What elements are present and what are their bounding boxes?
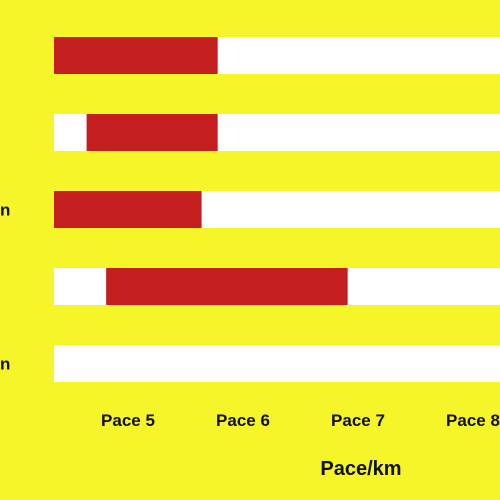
x-tick-label: Pace 8	[446, 411, 500, 430]
row-track-5	[54, 345, 500, 382]
x-tick-label: Pace 5	[101, 411, 155, 430]
row-labels: nn	[0, 201, 10, 374]
pace-bar-2	[86, 114, 218, 151]
pace-bar-1	[54, 37, 218, 74]
x-tick-label: Pace 7	[331, 411, 385, 430]
x-tick-label: Pace 6	[216, 411, 270, 430]
row-label-3: n	[0, 201, 10, 220]
pace-bar-3	[54, 191, 202, 228]
x-axis-title: Pace/km	[320, 458, 401, 480]
pace-bars	[54, 37, 348, 305]
row-label-5: n	[0, 355, 10, 374]
pace-bar-4	[106, 268, 348, 305]
x-axis-ticks: Pace 5 Pace 6 Pace 7 Pace 8	[101, 411, 500, 430]
